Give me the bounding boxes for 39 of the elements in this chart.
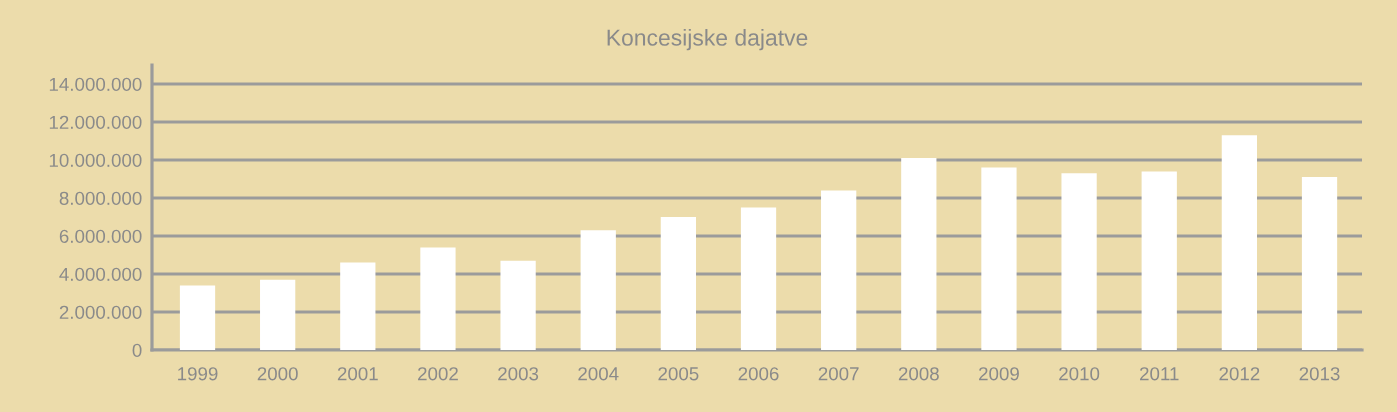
y-tick-label: 14.000.000 [49, 77, 142, 91]
y-tick-label: 4.000.000 [59, 267, 142, 281]
y-tick-label: 12.000.000 [49, 115, 142, 129]
x-tick-label: 2002 [418, 367, 458, 381]
x-tick-label: 2012 [1219, 367, 1260, 381]
x-tick-label: 2000 [257, 367, 298, 381]
y-tick-label: 6.000.000 [59, 229, 142, 243]
bar [420, 247, 456, 350]
x-tick-label: 2013 [1299, 367, 1340, 381]
y-tick-label: 8.000.000 [59, 191, 142, 205]
bar [179, 285, 216, 350]
y-tick-label: 2.000.000 [59, 305, 142, 319]
bar [1061, 173, 1097, 350]
bar [740, 207, 777, 350]
bar [1141, 171, 1177, 350]
x-tick-label: 1999 [178, 367, 218, 381]
chart-title: Koncesijske dajatve [607, 28, 808, 51]
bar [260, 279, 296, 350]
bar [580, 230, 616, 350]
bar [500, 260, 536, 350]
x-tick-label: 2001 [337, 367, 378, 381]
x-tick-label: 2008 [898, 367, 939, 381]
x-tick-label: 2005 [658, 367, 699, 381]
bar [660, 217, 697, 350]
x-tick-label: 2010 [1059, 367, 1100, 381]
bar [821, 190, 857, 350]
bar [901, 158, 937, 350]
y-tick-label: 10.000.000 [49, 153, 142, 167]
x-tick-label: 2003 [498, 367, 539, 381]
bar [1221, 135, 1258, 350]
bar [1301, 177, 1338, 350]
bar [981, 167, 1017, 350]
x-tick-label: 2007 [818, 367, 859, 381]
x-tick-label: 2006 [738, 367, 779, 381]
y-tick-label: 0 [132, 343, 142, 357]
x-tick-label: 2009 [979, 367, 1019, 381]
x-tick-label: 2011 [1140, 367, 1179, 381]
bar [340, 262, 376, 350]
x-tick-label: 2004 [578, 367, 619, 381]
